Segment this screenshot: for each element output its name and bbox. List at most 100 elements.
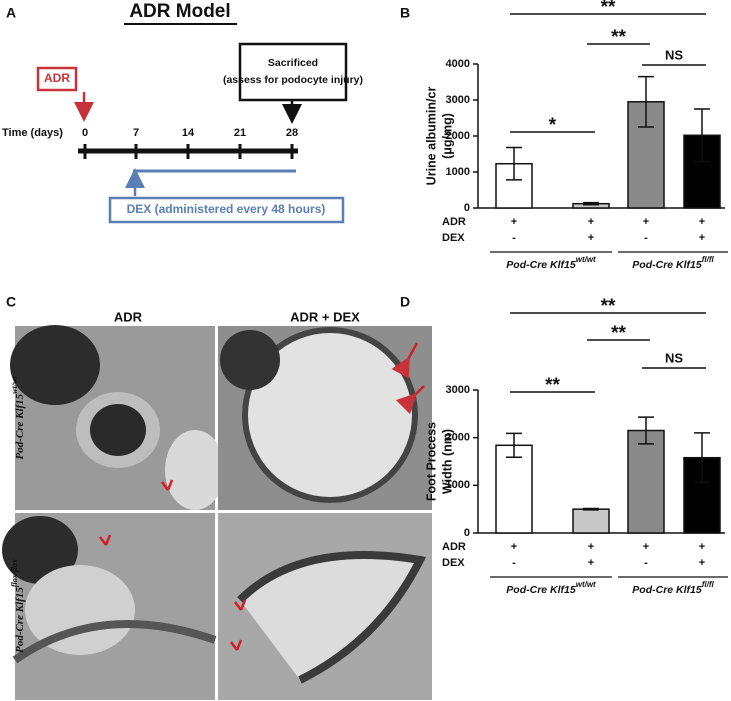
row-label: Pod-Cre Klf15flox/flox bbox=[10, 559, 26, 653]
panel-label: C bbox=[6, 294, 16, 310]
error-bar bbox=[583, 201, 599, 206]
membrane bbox=[237, 551, 427, 684]
condition-mark: - bbox=[512, 557, 516, 569]
condition-mark: + bbox=[699, 232, 705, 244]
y-tick-label: 3000 bbox=[446, 94, 470, 106]
arrowhead bbox=[234, 599, 247, 611]
significance-label: ** bbox=[545, 375, 560, 396]
day-label: 14 bbox=[182, 127, 195, 139]
error-bar bbox=[583, 507, 599, 511]
adr-box-text: ADR bbox=[44, 71, 70, 85]
day-label: 21 bbox=[234, 127, 246, 139]
y-tick-label: 4000 bbox=[446, 58, 470, 70]
lumen bbox=[242, 327, 418, 503]
group-label: Pod-Cre Klf15wt/wt bbox=[506, 580, 596, 596]
condition-mark: - bbox=[512, 232, 516, 244]
lumen bbox=[165, 430, 225, 510]
adr-box bbox=[36, 66, 78, 92]
day-label: 0 bbox=[82, 127, 88, 139]
column-header: ADR + DEX bbox=[290, 309, 360, 324]
significance-label: ** bbox=[601, 0, 616, 18]
significance-label: NS bbox=[665, 350, 683, 365]
panel-label: A bbox=[6, 5, 16, 21]
group-label-text: Pod-Cre Klf15 bbox=[506, 584, 576, 596]
condition-label: ADR bbox=[442, 541, 466, 553]
lumen bbox=[25, 565, 135, 655]
red-arrow bbox=[395, 385, 425, 415]
row-label-text: Pod-Cre Klf15 bbox=[14, 587, 26, 653]
panel-label: B bbox=[400, 5, 410, 21]
dex-box-text: DEX (administered every 48 hours) bbox=[127, 202, 326, 216]
condition-mark: + bbox=[699, 557, 705, 569]
row-label: Pod-Cre Klf15wt/wt bbox=[10, 376, 26, 460]
group-label: Pod-Cre Klf15wt/wt bbox=[506, 255, 596, 271]
bar bbox=[572, 508, 610, 534]
condition-mark: - bbox=[644, 557, 648, 569]
red-arrow bbox=[391, 342, 419, 379]
day-label: 28 bbox=[286, 127, 298, 139]
condition-mark: + bbox=[588, 541, 594, 553]
micrographs bbox=[2, 325, 432, 700]
significance-label: NS bbox=[665, 47, 683, 62]
group-label-sup: wt/wt bbox=[576, 255, 596, 264]
y-tick-label: 0 bbox=[464, 202, 470, 214]
y-axis-label: Width (nm) bbox=[440, 429, 454, 494]
condition-mark: + bbox=[588, 216, 594, 228]
condition-label: ADR bbox=[442, 216, 466, 228]
condition-mark: + bbox=[643, 541, 649, 553]
significance-label: * bbox=[549, 115, 557, 136]
group-label-sup: fl/fl bbox=[702, 580, 715, 589]
significance-label: ** bbox=[601, 296, 616, 317]
condition-mark: + bbox=[588, 557, 594, 569]
nucleus bbox=[2, 516, 78, 584]
title: ADR Model bbox=[129, 1, 230, 22]
panel-label: D bbox=[400, 294, 410, 310]
row-label-text: Pod-Cre Klf15 bbox=[14, 393, 26, 459]
error-bar bbox=[694, 432, 710, 484]
y-axis-label: (μg/mg) bbox=[440, 113, 454, 159]
y-tick-label: 0 bbox=[464, 527, 470, 539]
y-axis-label: Urine albumin/cr bbox=[424, 87, 438, 186]
bar bbox=[495, 444, 533, 534]
timeline-label: Time (days) bbox=[2, 127, 63, 139]
y-tick-label: 2000 bbox=[446, 130, 470, 142]
arrowhead bbox=[99, 534, 112, 546]
row-label-sup: flox/flox bbox=[10, 559, 19, 587]
error-bar bbox=[638, 416, 654, 445]
y-tick-label: 2000 bbox=[446, 432, 470, 444]
y-tick-label: 1000 bbox=[446, 479, 470, 491]
condition-mark: - bbox=[644, 232, 648, 244]
y-tick-label: 3000 bbox=[446, 384, 470, 396]
condition-mark: + bbox=[699, 216, 705, 228]
error-bar bbox=[638, 75, 654, 128]
sacrifice-text: Sacrificed bbox=[268, 57, 318, 69]
nucleus bbox=[220, 330, 280, 390]
arrowhead bbox=[161, 479, 174, 491]
significance-label: ** bbox=[611, 323, 626, 344]
group-label-sup: wt/wt bbox=[576, 580, 596, 589]
condition-mark: + bbox=[511, 541, 517, 553]
arrowhead bbox=[230, 639, 243, 651]
bar bbox=[627, 429, 665, 534]
error-bar bbox=[694, 108, 710, 163]
day-label: 7 bbox=[133, 127, 139, 139]
y-tick-label: 1000 bbox=[446, 166, 470, 178]
condition-mark: + bbox=[588, 232, 594, 244]
column-header: ADR bbox=[114, 309, 143, 324]
row-label-sup: wt/wt bbox=[10, 376, 19, 394]
nucleus bbox=[90, 404, 146, 456]
error-bar bbox=[506, 146, 522, 181]
group-label-text: Pod-Cre Klf15 bbox=[632, 584, 702, 596]
group-label: Pod-Cre Klf15fl/fl bbox=[632, 255, 714, 271]
group-label-text: Pod-Cre Klf15 bbox=[506, 259, 576, 271]
condition-mark: + bbox=[511, 216, 517, 228]
dex-box bbox=[108, 196, 345, 224]
y-axis-label: Foot Process bbox=[424, 422, 438, 501]
significance-label: ** bbox=[611, 27, 626, 48]
membrane bbox=[12, 620, 217, 664]
error-bar bbox=[506, 432, 522, 458]
condition-mark: + bbox=[699, 541, 705, 553]
condition-label: DEX bbox=[442, 232, 465, 244]
condition-mark: + bbox=[643, 216, 649, 228]
